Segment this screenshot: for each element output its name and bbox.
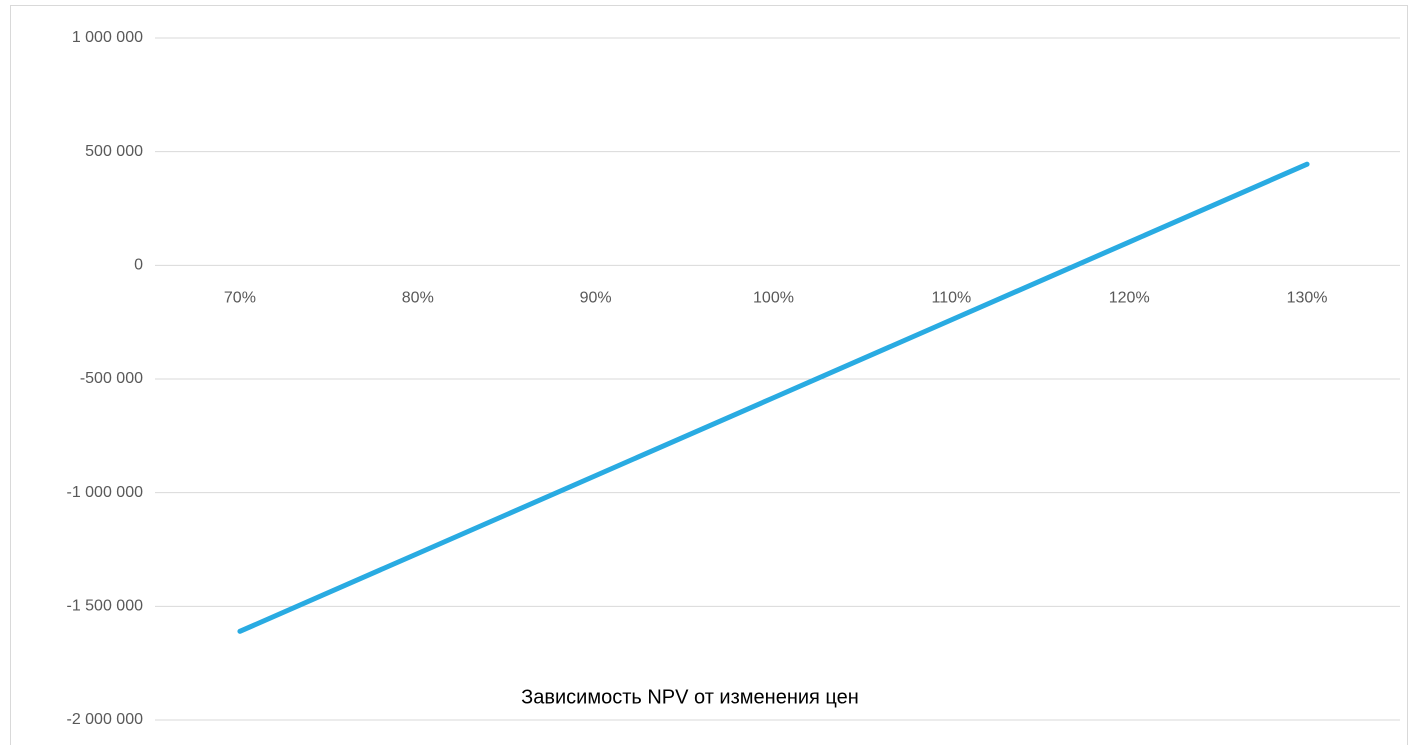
y-tick-label: -500 000 xyxy=(80,370,143,387)
y-tick-label: 1 000 000 xyxy=(72,29,143,46)
line-series xyxy=(237,161,1310,634)
y-tick-label: 500 000 xyxy=(85,143,143,160)
y-tick-label: -1 000 000 xyxy=(66,484,143,501)
x-tick-label: 70% xyxy=(224,290,256,307)
chart-title: Зависимость NPV от изменения цен xyxy=(521,686,859,708)
x-tick-label: 100% xyxy=(753,290,794,307)
x-tick-label: 80% xyxy=(402,290,434,307)
x-tick-label: 120% xyxy=(1109,290,1150,307)
chart-border xyxy=(10,5,1408,745)
x-tick-label: 110% xyxy=(931,290,971,307)
y-tick-label: -1 500 000 xyxy=(66,598,143,615)
y-tick-label: -2 000 000 xyxy=(66,711,143,728)
x-tick-label: 90% xyxy=(580,290,612,307)
x-tick-label: 130% xyxy=(1287,290,1328,307)
y-tick-label: 0 xyxy=(134,257,143,274)
